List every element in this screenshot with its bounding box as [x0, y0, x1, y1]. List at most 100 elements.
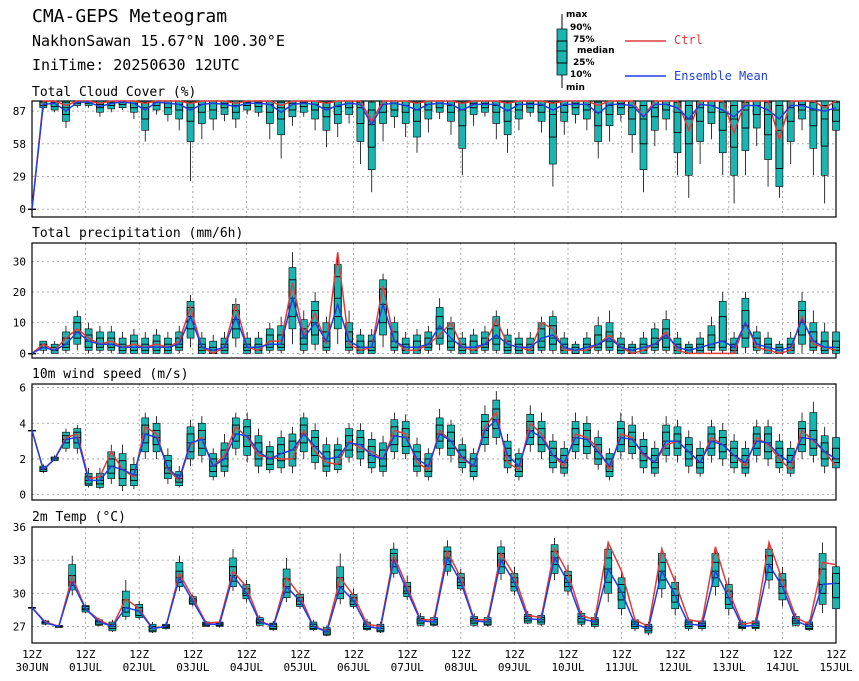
ensemble-mean-line: [31, 555, 837, 634]
y-tick-label: 27: [13, 620, 26, 633]
x-tick-date: 11JUL: [605, 661, 638, 674]
box-inner: [209, 100, 218, 111]
y-tick-label: 30: [13, 587, 26, 600]
box-inner: [684, 105, 693, 145]
x-tick-hour: 12Z: [826, 648, 846, 661]
x-tick-date: 04JUL: [230, 661, 263, 674]
ctrl-line: [31, 252, 837, 355]
y-tick-label: 6: [19, 382, 26, 395]
y-tick-label: 4: [19, 417, 26, 430]
station-location: NakhonSawan 15.67°N 100.30°E: [32, 32, 285, 50]
meteogram-title: CMA-GEPS Meteogram: [32, 6, 228, 27]
box-inner: [435, 316, 444, 339]
legend-quantile-label: 10%: [570, 70, 592, 80]
box-inner: [186, 101, 195, 122]
x-tick-hour: 12Z: [76, 648, 96, 661]
box-inner: [333, 100, 342, 115]
box-inner: [752, 100, 761, 115]
x-tick-hour: 12Z: [612, 648, 632, 661]
ensemble-mean-line: [31, 101, 837, 210]
box-inner: [832, 447, 840, 463]
init-time: IniTime: 20250630 12UTC: [32, 56, 240, 74]
x-tick-date: 30JUN: [15, 661, 48, 674]
box-inner: [367, 109, 376, 148]
box-inner: [413, 101, 421, 122]
x-tick-date: 08JUL: [444, 661, 477, 674]
y-tick-label: 2: [19, 453, 26, 466]
box-inner: [616, 428, 625, 446]
box-inner: [163, 100, 172, 109]
box-inner: [798, 428, 806, 446]
panel-title-precip: Total precipitation (mm/6h): [32, 226, 244, 241]
y-tick-label: 30: [13, 255, 26, 268]
x-tick-date: 15JUL: [819, 661, 852, 674]
box-inner: [707, 334, 716, 348]
x-tick-hour: 12Z: [772, 648, 792, 661]
x-tick-hour: 12Z: [504, 648, 524, 661]
x-tick-hour: 12Z: [451, 648, 471, 661]
y-tick-label: 36: [13, 521, 26, 534]
x-tick-hour: 12Z: [719, 648, 739, 661]
box-inner: [832, 340, 840, 351]
x-tick-date: 01JUL: [69, 661, 102, 674]
x-tick-date: 10JUL: [551, 661, 584, 674]
ensemble-mean-line: [31, 418, 837, 482]
x-tick-hour: 12Z: [558, 648, 578, 661]
legend-quantile-label: 90%: [570, 23, 592, 33]
legend-boxplot-glyph: max 90% 75%median 25% 10% min: [556, 10, 666, 93]
legend-mean-label: Ensemble Mean: [674, 69, 768, 83]
box-inner: [639, 105, 648, 145]
x-tick-date: 09JUL: [498, 661, 531, 674]
box-inner: [458, 101, 467, 127]
x-tick-date: 07JUL: [391, 661, 424, 674]
y-tick-label: 58: [13, 138, 26, 151]
panel-frame: [31, 100, 837, 218]
y-tick-label: 29: [13, 170, 26, 183]
box-inner: [832, 572, 840, 599]
legend-box-inner: [556, 40, 568, 64]
box-inner: [832, 101, 840, 122]
legend-quantile-label: 75%: [573, 35, 595, 45]
panel-temp: 27 30 33 36: [13, 521, 840, 644]
legend-quantile-label: min: [566, 83, 585, 93]
x-tick-hour: 12Z: [290, 648, 310, 661]
x-tick-date: 14JUL: [766, 661, 799, 674]
ctrl-line: [31, 410, 837, 482]
legend-quantile-label: median: [577, 46, 615, 56]
x-tick-date: 05JUL: [283, 661, 316, 674]
box-inner: [152, 340, 161, 351]
x-tick-hour: 12Z: [665, 648, 685, 661]
box-inner: [730, 105, 739, 148]
y-tick-label: 33: [13, 554, 26, 567]
box-inner: [537, 100, 546, 113]
box-inner: [129, 340, 138, 351]
legend-quantile-label: max: [566, 10, 587, 20]
box-inner: [548, 101, 557, 138]
box-inner: [447, 100, 455, 113]
y-tick-label: 10: [13, 317, 26, 330]
ensemble-mean-line: [31, 295, 836, 355]
x-tick-hour: 12Z: [236, 648, 256, 661]
box-inner: [197, 100, 206, 113]
box-inner: [231, 424, 240, 442]
box-inner: [435, 100, 444, 109]
y-tick-label: 87: [13, 105, 26, 118]
x-tick-date: 03JUL: [176, 661, 209, 674]
ctrl-line: [31, 100, 837, 210]
box-inner: [424, 337, 433, 348]
x-tick-date: 12JUL: [659, 661, 692, 674]
y-tick-label: 0: [19, 347, 26, 360]
y-tick-label: 0: [19, 489, 26, 502]
x-tick-hour: 12Z: [22, 648, 42, 661]
y-tick-label: 0: [19, 203, 26, 216]
panel-title-wind: 10m wind speed (m/s): [32, 367, 189, 382]
box-inner: [605, 100, 614, 115]
panel-cloud: 0 29 58 87: [13, 100, 840, 218]
box-inner: [650, 337, 659, 348]
box-inner: [809, 101, 818, 127]
box-inner: [333, 276, 342, 318]
box-inner: [390, 100, 399, 111]
x-tick-date: 13JUL: [712, 661, 745, 674]
panel-title-temp: 2m Temp (°C): [32, 510, 126, 525]
